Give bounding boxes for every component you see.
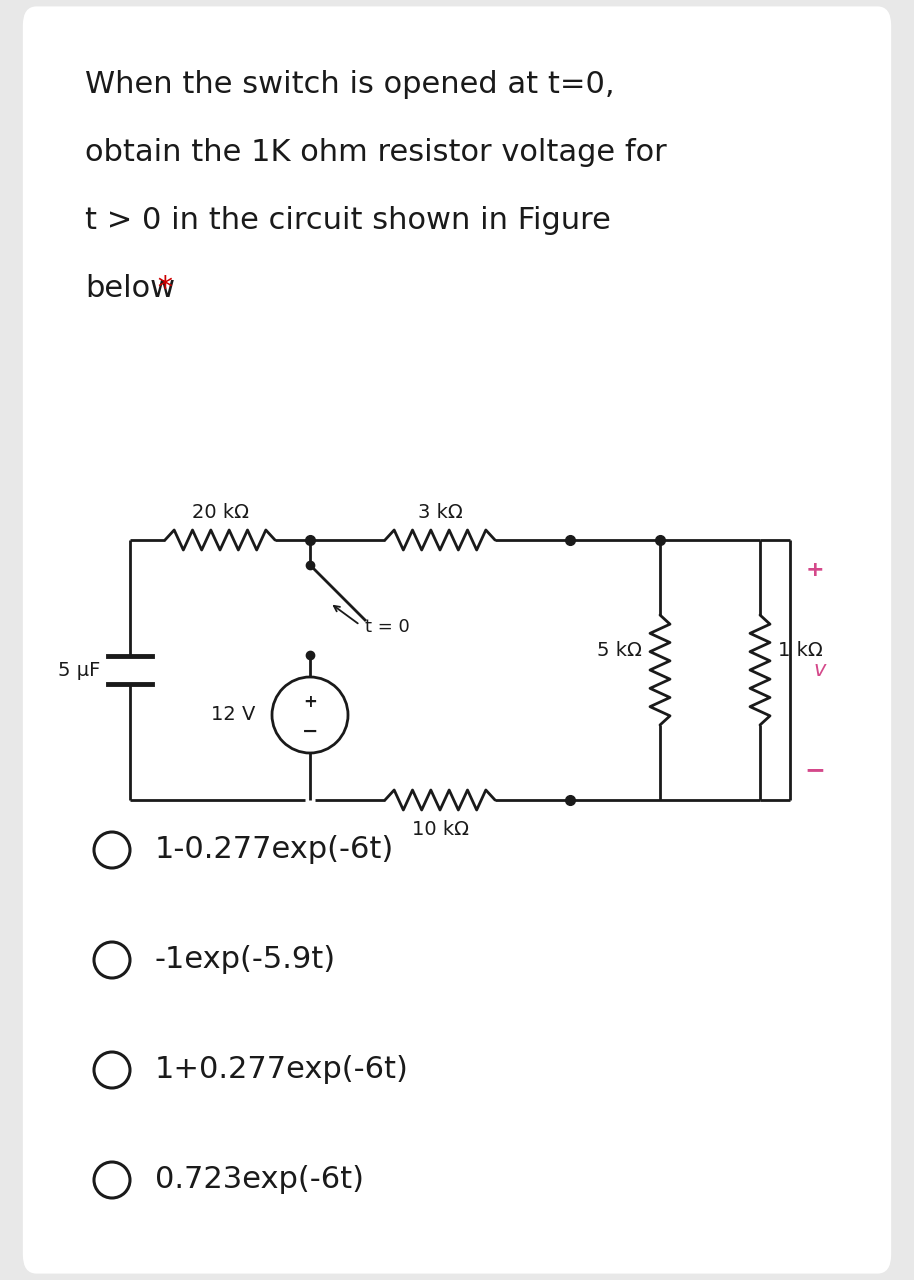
Text: 10 kΩ: 10 kΩ [411,820,469,838]
Text: 5 kΩ: 5 kΩ [597,640,642,659]
Text: When the switch is opened at t=0,: When the switch is opened at t=0, [85,70,614,99]
Text: obtain the 1K ohm resistor voltage for: obtain the 1K ohm resistor voltage for [85,138,666,166]
Text: 20 kΩ: 20 kΩ [192,503,249,522]
Text: 1+0.277exp(-6t): 1+0.277exp(-6t) [155,1056,409,1084]
Text: +: + [805,561,824,580]
Text: -1exp(-5.9t): -1exp(-5.9t) [155,946,336,974]
Text: 12 V: 12 V [210,705,255,724]
Text: 3 kΩ: 3 kΩ [418,503,462,522]
Text: t = 0: t = 0 [365,618,409,636]
Text: v: v [813,660,826,680]
Text: below: below [85,274,175,303]
Text: 1 kΩ: 1 kΩ [778,640,823,659]
Text: −: − [804,758,825,782]
Text: 5 μF: 5 μF [58,660,100,680]
Text: *: * [147,274,173,303]
Text: −: − [302,722,318,741]
Text: 1-0.277exp(-6t): 1-0.277exp(-6t) [155,836,394,864]
Text: 0.723exp(-6t): 0.723exp(-6t) [155,1166,364,1194]
Text: t > 0 in the circuit shown in Figure: t > 0 in the circuit shown in Figure [85,206,611,236]
Text: +: + [303,692,317,710]
